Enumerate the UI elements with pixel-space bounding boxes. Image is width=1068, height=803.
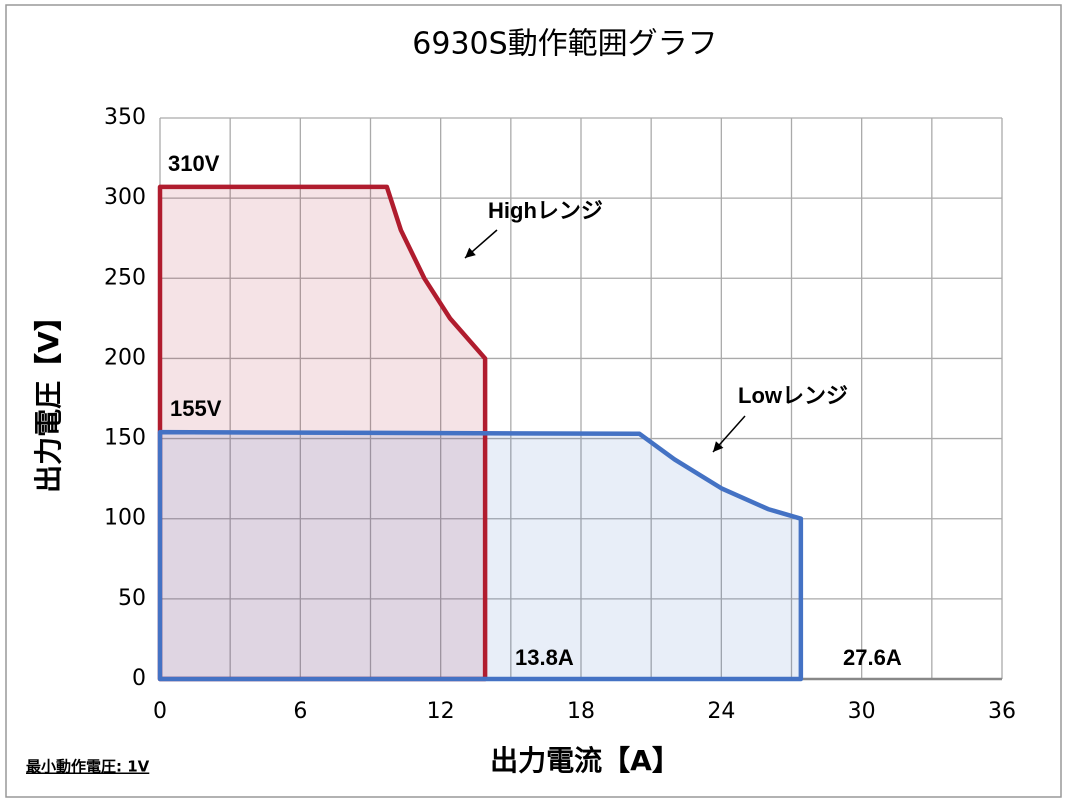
series-label: Highレンジ (488, 198, 603, 223)
annotation: 13.8A (515, 645, 574, 670)
y-tick-label: 200 (104, 345, 146, 370)
x-tick-label: 36 (988, 699, 1016, 724)
y-tick-label: 250 (104, 265, 146, 290)
labels: 0 50 100 150 200 250 300 350 0 6 12 18 24 30 36 Highレンジ… (104, 105, 1016, 724)
y-tick-label: 100 (104, 506, 146, 531)
y-tick-label: 50 (118, 586, 146, 611)
x-tick-label: 18 (567, 699, 595, 724)
x-axis-label: 出力電流【A】 (490, 744, 680, 777)
chart-title: 6930S動作範囲グラフ (412, 27, 717, 62)
callout-arrowhead (465, 247, 476, 258)
y-tick-label: 150 (104, 426, 146, 451)
y-tick-label: 300 (104, 185, 146, 210)
chart-border (5, 4, 1062, 798)
x-tick-label: 0 (153, 699, 167, 724)
series-label: Lowレンジ (738, 383, 848, 408)
y-axis-label: 出力電圧【V】 (32, 303, 65, 493)
annotation: 310V (168, 151, 220, 176)
area (160, 432, 801, 679)
x-tick-label: 6 (293, 699, 307, 724)
line (157, 429, 804, 682)
lines (157, 184, 804, 682)
callout-arrowhead (713, 441, 724, 452)
y-tick-label: 0 (132, 666, 146, 691)
x-tick-label: 12 (427, 699, 455, 724)
annotation: 155V (170, 396, 222, 421)
x-tick-label: 24 (707, 699, 735, 724)
annotation: 27.6A (843, 645, 902, 670)
x-tick-label: 30 (848, 699, 876, 724)
footnote: 最小動作電圧: 1V (26, 758, 150, 776)
y-tick-label: 350 (104, 105, 146, 130)
